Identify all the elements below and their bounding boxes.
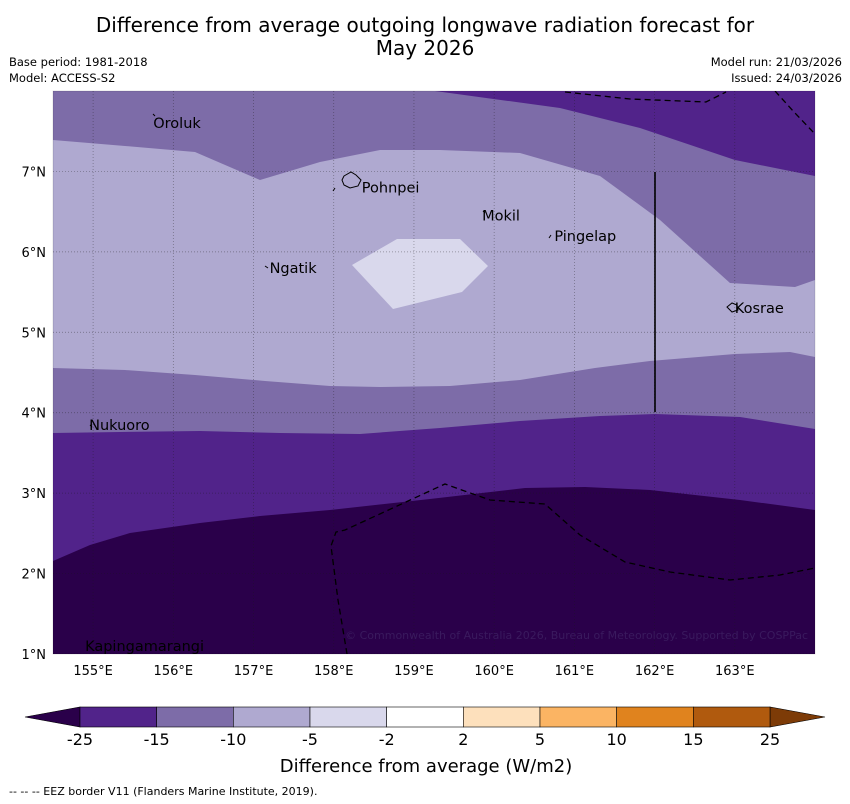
pingelap-atoll-mark (548, 234, 552, 239)
copyright-text: © Commonwealth of Australia 2026, Bureau… (345, 629, 808, 642)
mokil-atoll-mark (482, 210, 486, 214)
colorbar-tick-label: 10 (606, 730, 626, 749)
oroluk-atoll-mark (152, 113, 156, 117)
colorbar-label: Difference from average (W/m2) (280, 756, 572, 777)
x-tick-label: 163°E (715, 664, 755, 679)
band-m5-m2 (352, 239, 488, 309)
issued-text: Issued: 24/03/2026 (731, 71, 842, 85)
model-text: Model: ACCESS-S2 (9, 71, 116, 85)
eez-border-south (330, 483, 815, 654)
band-lt-m25 (53, 487, 815, 654)
colorbar-segment (539, 706, 617, 728)
y-tick-label: 2°N (22, 568, 47, 583)
place-label-oroluk: Oroluk (153, 116, 201, 132)
base-period-text: Base period: 1981-2018 (9, 55, 148, 69)
footnote: -- -- -- EEZ border V11 (Flanders Marine… (9, 785, 318, 798)
y-tick-label: 1°N (22, 648, 47, 663)
colorbar: -25 -15 -10 -5 -2 2 5 10 15 25 (24, 706, 826, 749)
pohnpei-island-shape (341, 171, 362, 189)
place-label-nukuoro: Nukuoro (89, 418, 150, 434)
chart-title: Difference from average outgoing longwav… (0, 14, 850, 60)
x-tick-label: 157°E (234, 664, 274, 679)
colorbar-segment (386, 706, 464, 728)
colorbar-segment (309, 706, 387, 728)
title-line-2: May 2026 (375, 36, 475, 60)
colorbar-under-arrow (24, 706, 81, 728)
colorbar-tick-label: -15 (144, 730, 170, 749)
x-tick-label: 160°E (474, 664, 514, 679)
nukuoro-atoll-mark (89, 424, 93, 428)
place-labels: Oroluk Pohnpei Mokil Pingelap Ngatik Kosrae Nu… (85, 116, 784, 655)
model-run-text: Model run: 21/03/2026 (710, 55, 842, 69)
x-tick-label: 156°E (154, 664, 194, 679)
colorbar-tick-label: 15 (683, 730, 703, 749)
colorbar-segment (156, 706, 234, 728)
island-outlines (89, 113, 739, 428)
y-tick-label: 3°N (22, 487, 47, 502)
place-label-kapingamarangi: Kapingamarangi (85, 639, 204, 655)
kosrae-island-shape (726, 302, 739, 313)
map-frame (52, 90, 816, 655)
colorbar-tick-label: 5 (535, 730, 545, 749)
colorbar-tick-label: -5 (302, 730, 318, 749)
colorbar-tick-label: -2 (379, 730, 395, 749)
colorbar-tick-label: 25 (760, 730, 780, 749)
x-tick-label: 161°E (555, 664, 595, 679)
forecast-map: Oroluk Pohnpei Mokil Pingelap Ngatik Kosrae Nu… (22, 90, 826, 777)
colorbar-segment (616, 706, 694, 728)
place-label-pohnpei: Pohnpei (362, 181, 420, 197)
y-axis-ticks: 1°N 2°N 3°N 4°N 5°N 6°N 7°N (22, 165, 47, 663)
meta-right: Model run: 21/03/2026 Issued: 24/03/2026 (711, 54, 842, 86)
place-label-pingelap: Pingelap (554, 229, 616, 245)
x-tick-label: 158°E (314, 664, 354, 679)
y-tick-label: 4°N (22, 407, 47, 422)
colorbar-tick-label: -10 (220, 730, 246, 749)
place-label-mokil: Mokil (482, 209, 520, 225)
x-tick-label: 162°E (635, 664, 675, 679)
ngatik-atoll-mark (264, 265, 269, 269)
eez-border (330, 91, 815, 654)
place-label-ngatik: Ngatik (270, 261, 318, 277)
colorbar-segment (233, 706, 311, 728)
y-tick-label: 5°N (22, 326, 47, 341)
pohnpei-small-islet (332, 187, 336, 192)
place-label-kosrae: Kosrae (735, 301, 784, 317)
colorbar-tick-label: -25 (67, 730, 93, 749)
title-line-1: Difference from average outgoing longwav… (95, 13, 755, 37)
band-m25-m15-north (435, 91, 815, 176)
colorbar-segment (79, 706, 157, 728)
x-tick-label: 159°E (394, 664, 434, 679)
contour-layer: Oroluk Pohnpei Mokil Pingelap Ngatik Kosrae Nu… (53, 91, 815, 655)
meta-left: Base period: 1981-2018 Model: ACCESS-S2 (9, 54, 148, 86)
x-tick-label: 155°E (73, 664, 113, 679)
y-tick-label: 7°N (22, 165, 47, 180)
colorbar-tick-label: 2 (458, 730, 468, 749)
eez-border-north (564, 91, 727, 103)
x-axis-ticks: 155°E 156°E 157°E 158°E 159°E 160°E 161°E 162°E… (73, 664, 754, 679)
y-tick-label: 6°N (22, 246, 47, 261)
colorbar-over-arrow (769, 706, 826, 728)
colorbar-segment (693, 706, 771, 728)
colorbar-segment (463, 706, 541, 728)
